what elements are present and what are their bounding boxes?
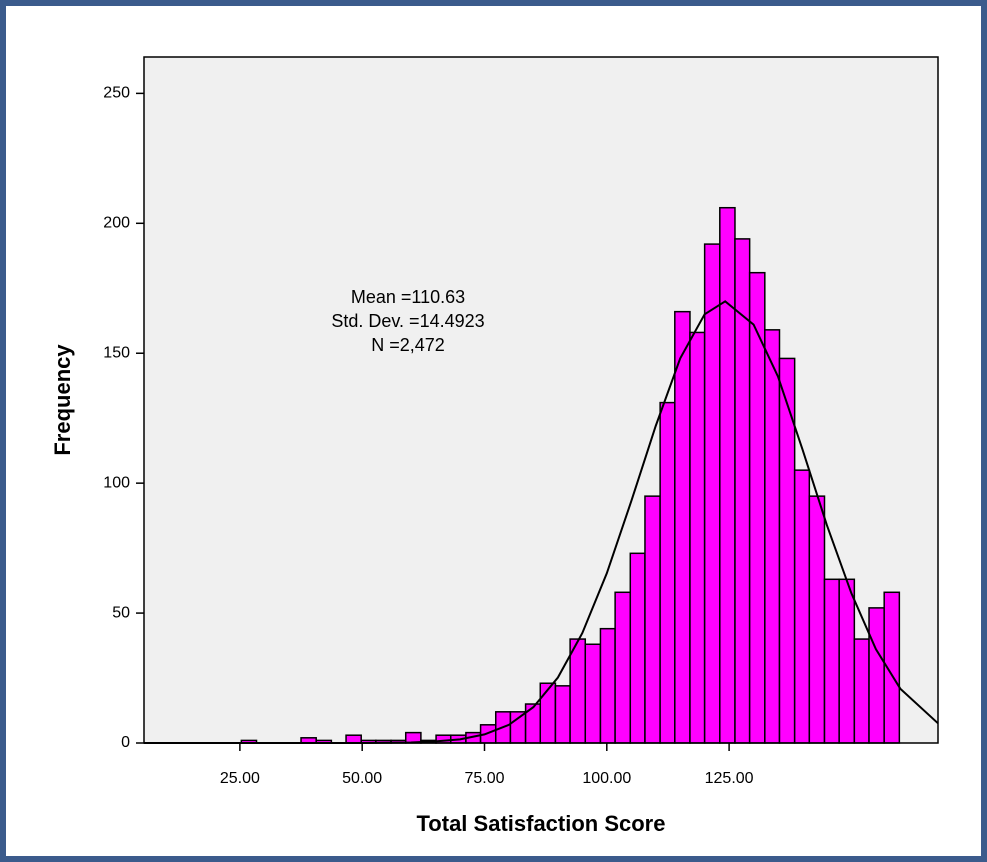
x-tick-label: 25.00 bbox=[220, 770, 260, 787]
bar bbox=[644, 495, 661, 744]
bar bbox=[674, 310, 691, 744]
y-tick-label: 150 bbox=[103, 344, 130, 361]
bar bbox=[764, 329, 781, 744]
y-tick-label: 100 bbox=[103, 474, 130, 491]
bar bbox=[793, 469, 811, 744]
y-tick-label: 50 bbox=[112, 604, 130, 621]
normal-curve bbox=[144, 300, 939, 744]
bar bbox=[599, 627, 616, 744]
bar bbox=[584, 643, 602, 744]
bar bbox=[703, 243, 721, 744]
bar bbox=[853, 638, 870, 744]
x-tick-label: 50.00 bbox=[342, 770, 382, 787]
bar bbox=[719, 206, 736, 744]
x-tick-label: 75.00 bbox=[464, 770, 504, 787]
bar bbox=[823, 578, 840, 744]
annotation: Mean =110.63 bbox=[351, 287, 465, 307]
bar bbox=[838, 578, 856, 744]
bar bbox=[629, 552, 646, 744]
x-axis-title: Total Satisfaction Score bbox=[417, 811, 666, 836]
y-axis-title: Frequency bbox=[50, 344, 75, 456]
bar bbox=[509, 711, 527, 744]
bar bbox=[868, 607, 885, 744]
bar bbox=[778, 357, 796, 744]
bar bbox=[554, 685, 571, 744]
bar bbox=[569, 638, 587, 744]
bar bbox=[345, 734, 362, 744]
y-tick-label: 200 bbox=[103, 215, 130, 232]
annotation: N =2,472 bbox=[371, 335, 445, 355]
annotation: Std. Dev. =14.4923 bbox=[331, 311, 484, 331]
bar bbox=[659, 401, 676, 744]
bar bbox=[524, 703, 542, 744]
bar bbox=[539, 682, 557, 744]
y-tick-label: 0 bbox=[121, 734, 130, 751]
bar bbox=[689, 331, 706, 744]
bar bbox=[808, 495, 826, 744]
y-tick-label: 250 bbox=[103, 85, 130, 102]
bar bbox=[614, 591, 632, 744]
plot-border bbox=[143, 56, 939, 744]
x-tick-label: 100.00 bbox=[582, 770, 631, 787]
x-tick-label: 125.00 bbox=[705, 770, 754, 787]
